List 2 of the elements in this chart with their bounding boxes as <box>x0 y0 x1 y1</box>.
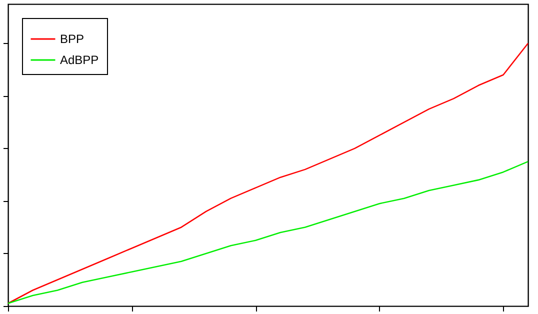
legend-label: BPP <box>60 32 84 46</box>
legend-label: AdBPP <box>60 53 99 67</box>
